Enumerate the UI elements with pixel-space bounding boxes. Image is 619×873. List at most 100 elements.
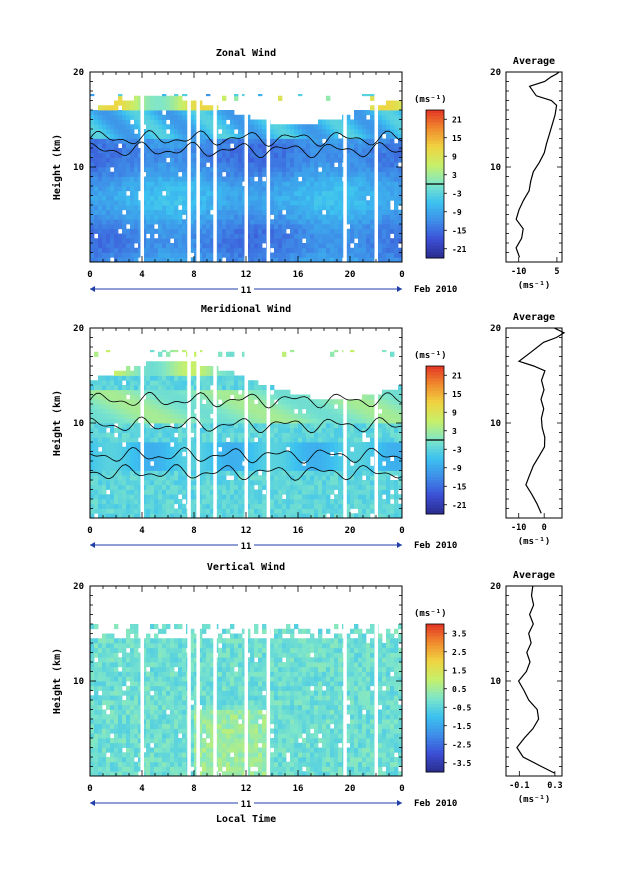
x-tick-label: 8 <box>191 526 196 536</box>
panel-title: Vertical Wind <box>207 561 285 573</box>
average-y-tick-label: 10 <box>490 419 501 429</box>
x-tick-label: 4 <box>139 526 145 536</box>
y-tick-label: 10 <box>73 677 84 687</box>
data-gap <box>140 80 144 262</box>
contour-lines <box>89 391 403 481</box>
data-gap <box>343 594 347 776</box>
data-gap <box>213 594 217 776</box>
colorbar-frame <box>425 623 445 773</box>
heatmap-field <box>90 328 403 519</box>
colorbar-tick-label: 15 <box>452 390 462 399</box>
colorbar-tick-label: -9 <box>452 208 462 217</box>
data-gap <box>140 594 144 776</box>
colorbar-tick-label: 0.5 <box>452 685 467 694</box>
average-profile: Average 20 10 -0.1 0.3 (ms⁻¹) <box>490 570 562 805</box>
x-tick-label: 16 <box>293 270 304 280</box>
panel-title: Zonal Wind <box>216 47 276 59</box>
colorbar-tick-label: -15 <box>452 482 467 491</box>
y-axis-label: Height (km) <box>51 134 63 200</box>
data-gap <box>213 336 217 518</box>
colorbar-tick-label: -1.5 <box>452 722 471 731</box>
day-indicator: 11 Feb 2010 <box>90 539 457 552</box>
x-axis: 0 4 8 12 16 20 0 <box>87 328 405 536</box>
y-tick-label: 20 <box>73 68 84 78</box>
average-x-tick-label: 0 <box>542 523 547 533</box>
data-gap <box>343 80 347 262</box>
data-gap <box>244 336 248 518</box>
average-title: Average <box>513 570 555 581</box>
y-axis: 20 10 Height (km) <box>51 68 402 263</box>
day-indicator: 11 Feb 2010 <box>90 283 457 296</box>
x-tick-label: 0 <box>399 784 404 794</box>
data-gap <box>374 80 378 262</box>
colorbar-tick-label: 9 <box>452 408 457 417</box>
heatmap-field <box>90 72 403 263</box>
data-gap <box>244 594 248 776</box>
data-gap <box>343 336 347 518</box>
y-axis: 20 10 Height (km) <box>51 324 402 519</box>
colorbar-tick-label: -21 <box>452 245 467 254</box>
x-tick-label: 0 <box>87 526 92 536</box>
average-profile: Average 20 10 -10 5(ms⁻¹) <box>490 56 563 291</box>
x-axis-title: Local Time <box>216 813 276 825</box>
x-tick-label: 12 <box>241 270 252 280</box>
heatmap-field <box>90 586 403 777</box>
average-x-axis-label: (ms⁻¹) <box>518 795 551 805</box>
average-x-tick-label: 5 <box>554 267 559 277</box>
colorbar: (ms⁻¹) 3.5 2.5 1.5 0.5 -0.5 -1.5 -2.5 -3.5 <box>414 609 471 773</box>
x-tick-label: 20 <box>345 784 356 794</box>
average-profile: Average 20 10 -10 0 (ms⁻¹) <box>490 312 566 547</box>
average-y-tick-label: 10 <box>490 163 501 173</box>
colorbar-tick-label: 3.5 <box>452 629 467 638</box>
x-axis: 0 4 8 12 16 20 0 <box>87 72 405 280</box>
x-tick-label: 0 <box>399 526 404 536</box>
date-label: Feb 2010 <box>414 285 457 295</box>
day-indicator: 11 Feb 2010 <box>90 797 457 810</box>
data-gap <box>196 80 200 262</box>
contour-lines <box>89 130 403 159</box>
average-x-axis-label: (ms⁻¹) <box>518 537 551 547</box>
colorbar-tick-label: -21 <box>452 501 467 510</box>
average-y-tick-label: 20 <box>490 582 501 592</box>
colorbar-unit: (ms⁻¹) <box>414 609 447 619</box>
date-label: Feb 2010 <box>414 799 457 809</box>
data-gap <box>213 80 217 262</box>
x-tick-label: 4 <box>139 784 145 794</box>
colorbar-tick-label: 9 <box>452 152 457 161</box>
data-gap <box>266 594 271 776</box>
y-axis-label: Height (km) <box>51 648 63 714</box>
y-axis: 20 10 Height (km) <box>51 582 402 777</box>
panel-1: Zonal Wind 20 10 Height (km) 0 4 8 12 16 20 0 11 Feb… <box>51 47 563 296</box>
colorbar-tick-label: 1.5 <box>452 666 467 675</box>
data-gap <box>374 336 378 518</box>
x-tick-label: 16 <box>293 784 304 794</box>
y-tick-label: 20 <box>73 324 84 334</box>
colorbar-tick-label: 3 <box>452 171 457 180</box>
colorbar-tick-label: -2.5 <box>452 740 471 749</box>
data-gap <box>196 336 200 518</box>
x-tick-label: 8 <box>191 784 196 794</box>
colorbar-tick-label: -3 <box>452 189 462 198</box>
colorbar-unit: (ms⁻¹) <box>414 351 447 361</box>
data-gap <box>196 594 200 776</box>
date-label: Feb 2010 <box>414 541 457 551</box>
x-tick-label: 20 <box>345 270 356 280</box>
panel-title: Meridional Wind <box>201 303 291 315</box>
average-x-tick-label: 0.3 <box>547 781 562 791</box>
average-y-tick-label: 20 <box>490 68 501 78</box>
x-tick-label: 8 <box>191 270 196 280</box>
average-x-tick-label: -10 <box>511 523 526 533</box>
colorbar-tick-label: 21 <box>452 371 462 380</box>
average-frame <box>505 327 563 519</box>
data-gap <box>374 594 378 776</box>
colorbar-tick-label: 21 <box>452 115 462 124</box>
colorbar-tick-label: 3 <box>452 427 457 436</box>
colorbar-tick-label: 15 <box>452 134 462 143</box>
x-tick-label: 0 <box>87 784 92 794</box>
data-gap <box>187 336 191 518</box>
x-tick-label: 12 <box>241 784 252 794</box>
data-gap <box>187 80 191 262</box>
colorbar-tick-label: -3.5 <box>452 759 471 768</box>
x-axis: 0 4 8 12 16 20 0 <box>87 586 405 794</box>
colorbar-tick-label: -9 <box>452 464 462 473</box>
